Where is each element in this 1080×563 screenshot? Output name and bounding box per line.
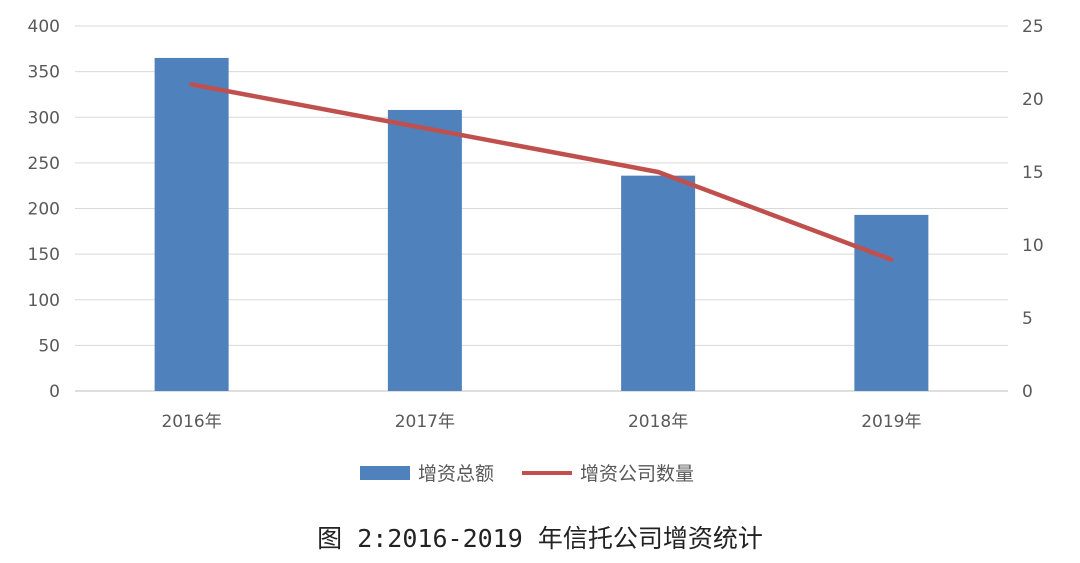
left-tick-label: 350 <box>28 63 60 83</box>
right-axis-ticks: 0 5 10 15 20 25 <box>1022 17 1044 402</box>
bar <box>854 214 929 391</box>
bar-series <box>154 57 929 391</box>
x-tick-label: 2016年 <box>161 412 221 432</box>
left-tick-label: 300 <box>28 108 60 128</box>
left-tick-label: 250 <box>28 154 60 174</box>
figure-caption: 图 2:2016-2019 年信托公司增资统计 <box>317 524 763 553</box>
line-series <box>189 82 894 262</box>
bar <box>621 175 696 391</box>
left-tick-label: 0 <box>49 382 60 402</box>
left-tick-label: 150 <box>28 245 60 265</box>
legend-line-label: 增资公司数量 <box>580 463 694 485</box>
legend-bar-label: 增资总额 <box>418 463 494 485</box>
right-tick-label: 10 <box>1022 236 1044 256</box>
bar <box>387 109 462 391</box>
right-tick-label: 15 <box>1022 163 1044 183</box>
right-tick-label: 5 <box>1022 309 1033 329</box>
bar <box>154 57 229 391</box>
gridlines <box>75 25 1008 392</box>
x-tick-label: 2017年 <box>395 412 455 432</box>
x-tick-label: 2019年 <box>861 412 921 432</box>
left-tick-label: 50 <box>38 336 60 356</box>
right-tick-label: 20 <box>1022 90 1044 110</box>
left-tick-label: 200 <box>28 200 60 220</box>
x-tick-label: 2018年 <box>628 412 688 432</box>
left-axis-ticks: 0 50 100 150 200 250 300 350 400 <box>28 17 60 402</box>
line-path <box>189 82 894 262</box>
x-axis-labels: 2016年 2017年 2018年 2019年 <box>161 412 921 432</box>
left-tick-label: 100 <box>28 291 60 311</box>
right-tick-label: 0 <box>1022 382 1033 402</box>
legend: 增资总额 增资公司数量 <box>360 463 694 485</box>
right-tick-label: 25 <box>1022 17 1044 37</box>
legend-bar-swatch <box>360 466 410 480</box>
left-tick-label: 400 <box>28 17 60 37</box>
